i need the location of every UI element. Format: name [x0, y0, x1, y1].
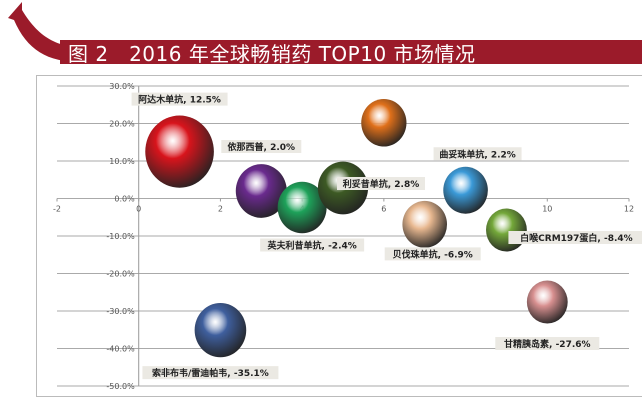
data-label-bg — [221, 140, 302, 153]
data-label: 英夫利昔单抗, -2.4% — [267, 240, 357, 252]
bubble-point — [145, 115, 214, 188]
bubble-point — [361, 98, 407, 147]
y-tick-label: -50.0% — [106, 382, 135, 391]
data-label-bg — [142, 366, 279, 380]
data-label-bg — [337, 177, 425, 190]
y-tick-label: 0.0% — [114, 195, 135, 204]
x-tick-label: 2 — [218, 205, 223, 214]
bubble-point — [443, 166, 488, 214]
bubble-point — [486, 208, 527, 252]
data-label: 白喉CRM197蛋白, -8.4% — [520, 232, 633, 244]
data-label: 依那西普, 2.0% — [228, 141, 296, 153]
title-banner — [8, 2, 642, 64]
x-tick-label: 12 — [624, 205, 634, 214]
data-label: 利妥昔单抗, 2.8% — [342, 178, 420, 190]
bubble-point — [402, 200, 448, 248]
bubble-chart: 30.0% 20.0% 10.0% 0.0% -10.0% -20.0% -30.0% -40… — [53, 82, 642, 391]
data-label-bg — [495, 337, 600, 350]
data-label: 阿达木单抗, 12.5% — [138, 94, 221, 106]
chart-frame: 30.0% 20.0% 10.0% 0.0% -10.0% -20.0% -30.0% -40… — [36, 75, 642, 397]
y-tick-label: 30.0% — [109, 82, 135, 91]
banner-bar — [60, 40, 642, 64]
bubble-point — [194, 302, 247, 358]
data-label-bg — [260, 238, 365, 252]
x-tick-label: 6 — [381, 205, 386, 214]
data-label: 贝伐珠单抗, -6.9% — [393, 248, 473, 260]
y-tick-label: -30.0% — [106, 307, 135, 316]
data-label: 曲妥珠单抗, 2.2% — [439, 148, 516, 160]
y-tick-label: 10.0% — [109, 157, 135, 166]
data-label: 索非布韦/雷迪帕韦, -35.1% — [152, 367, 269, 379]
data-label-bg — [433, 147, 522, 161]
bubble-point — [235, 164, 287, 218]
y-tick-label: -20.0% — [106, 270, 135, 279]
data-label-bg — [384, 247, 481, 261]
x-tick-label: -2 — [53, 205, 61, 214]
bubble-point — [526, 280, 568, 324]
y-tick-label: 20.0% — [109, 120, 135, 129]
x-tick-label: 0 — [136, 205, 141, 214]
y-tick-label: -10.0% — [106, 232, 135, 241]
data-label-bg — [508, 231, 642, 244]
data-label-bg — [131, 92, 228, 106]
data-label: 甘精胰岛素, -27.6% — [504, 338, 591, 350]
y-tick-label: -40.0% — [106, 345, 135, 354]
bubble-point — [277, 181, 327, 234]
x-tick-label: 10 — [542, 205, 552, 214]
chart-title: 图 2 2016 年全球畅销药 TOP10 市场情况 — [68, 42, 476, 66]
